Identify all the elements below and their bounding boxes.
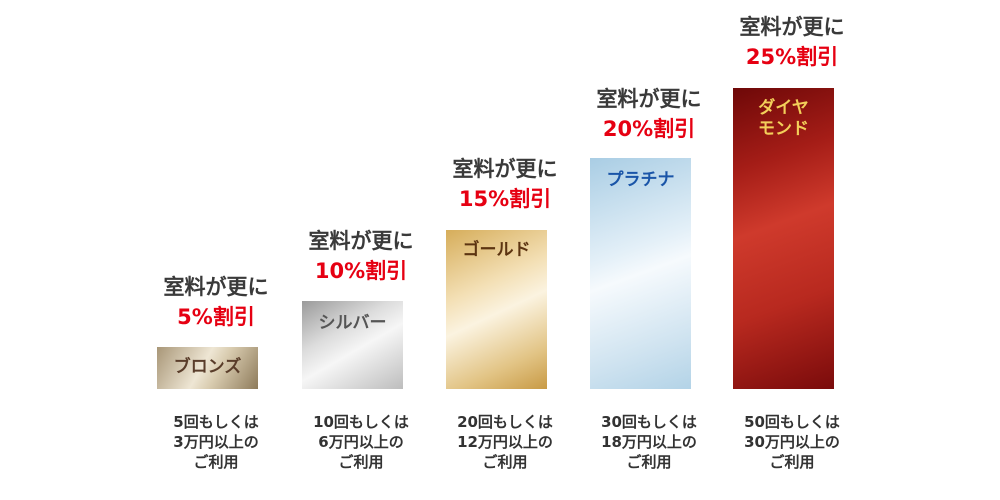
condition-line: ご利用 [482,453,528,471]
headline-text: 室料が更に [739,15,845,39]
bar-diamond: ダイヤ モンド [733,88,834,389]
condition-line: ご利用 [769,453,815,471]
tier-name: プラチナ [606,170,675,190]
discount-text: 25%割引 [745,45,839,69]
tier-diamond: 室料が更に 25%割引 ダイヤ モンド 50回もしくは 30万円以上の ご利用 [720,0,864,500]
tier-condition: 10回もしくは 6万円以上の ご利用 [289,412,433,472]
headline-text: 室料が更に [596,87,702,111]
tier-bronze: 室料が更に 5%割引 ブロンズ 5回もしくは 3万円以上の ご利用 [144,0,288,500]
condition-line: 10回もしくは [313,413,409,431]
bar-platinum: プラチナ [590,158,691,389]
condition-line: 5回もしくは [173,413,259,431]
bar-silver: シルバー [302,301,403,389]
discount-text: 20%割引 [602,117,696,141]
condition-line: 30回もしくは [601,413,697,431]
tier-condition: 30回もしくは 18万円以上の ご利用 [577,412,721,472]
tier-name-line: モンド [758,119,809,139]
bar-gold: ゴールド [446,230,547,389]
tier-name: ブロンズ [173,357,242,377]
bar-bronze: ブロンズ [157,347,258,389]
condition-line: 12万円以上の [457,433,553,451]
tier-headline: 室料が更に 25%割引 [720,12,864,72]
tier-condition: 20回もしくは 12万円以上の ご利用 [433,412,577,472]
condition-line: 20回もしくは [457,413,553,431]
discount-text: 10%割引 [314,259,408,283]
tier-name: シルバー [318,313,387,333]
tier-headline: 室料が更に 10%割引 [289,226,433,286]
tier-headline: 室料が更に 15%割引 [433,154,577,214]
discount-text: 5%割引 [177,305,255,329]
headline-text: 室料が更に [163,275,269,299]
tier-condition: 5回もしくは 3万円以上の ご利用 [144,412,288,472]
condition-line: 50回もしくは [744,413,840,431]
condition-line: 3万円以上の [173,433,259,451]
tier-condition: 50回もしくは 30万円以上の ご利用 [720,412,864,472]
tier-name-line: ダイヤ [758,98,809,118]
tier-headline: 室料が更に 5%割引 [144,272,288,332]
condition-line: ご利用 [626,453,672,471]
condition-line: 30万円以上の [744,433,840,451]
tier-name: ダイヤ モンド [733,88,834,140]
condition-line: ご利用 [193,453,239,471]
tier-gold: 室料が更に 15%割引 ゴールド 20回もしくは 12万円以上の ご利用 [433,0,577,500]
headline-text: 室料が更に [308,229,414,253]
tier-platinum: 室料が更に 20%割引 プラチナ 30回もしくは 18万円以上の ご利用 [577,0,721,500]
condition-line: ご利用 [338,453,384,471]
condition-line: 6万円以上の [318,433,404,451]
discount-text: 15%割引 [458,187,552,211]
tier-name: ゴールド [462,240,531,260]
tier-headline: 室料が更に 20%割引 [577,84,721,144]
headline-text: 室料が更に [452,157,558,181]
condition-line: 18万円以上の [601,433,697,451]
tier-silver: 室料が更に 10%割引 シルバー 10回もしくは 6万円以上の ご利用 [289,0,433,500]
